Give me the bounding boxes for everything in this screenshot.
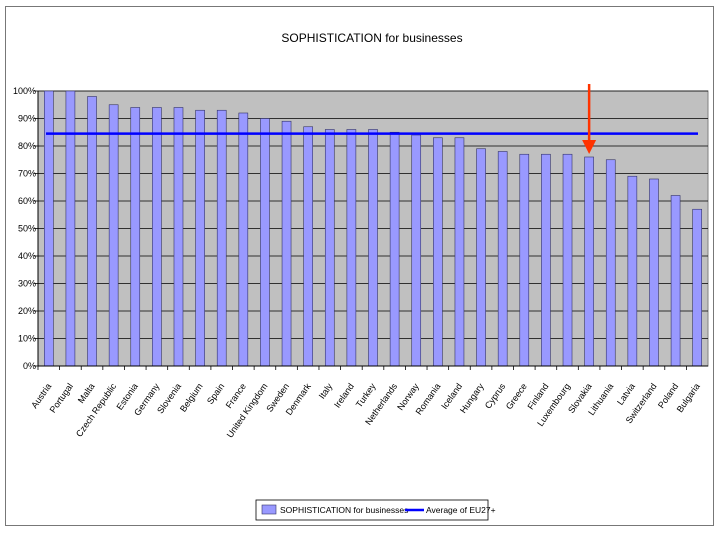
bar-italy	[324, 129, 335, 367]
bar-sweden	[281, 120, 292, 367]
bar-slovenia	[173, 107, 184, 367]
y-tick-label: 10%	[18, 334, 36, 344]
x-tick-label: Spain	[205, 381, 226, 406]
legend-box	[255, 499, 489, 521]
annotation-arrow	[582, 84, 597, 154]
bars	[44, 90, 702, 367]
legend-bar-label: SOPHISTICATION for businesses	[280, 505, 408, 515]
bar-czech-republic	[108, 104, 119, 367]
bar-united-kingdom	[260, 118, 270, 367]
bar-netherlands	[389, 131, 400, 367]
y-tick-label: 50%	[18, 224, 36, 234]
x-tick-label: Greece	[504, 381, 529, 411]
bar-hungary	[476, 148, 486, 367]
legend-bar-swatch	[261, 504, 277, 515]
bar-lithuania	[605, 159, 616, 367]
bar-portugal	[65, 90, 76, 367]
bar-luxembourg	[562, 153, 573, 367]
x-tick-label: Italy	[317, 381, 335, 401]
x-tick-label: Malta	[76, 381, 97, 405]
bar-poland	[670, 195, 681, 367]
chart-title: SOPHISTICATION for businesses	[281, 31, 462, 45]
y-tick-label: 100%	[13, 86, 36, 96]
bar-switzerland	[649, 178, 659, 367]
y-tick-label: 40%	[18, 251, 36, 261]
x-tick-label: Belgium	[178, 381, 205, 413]
bar-belgium	[195, 109, 205, 367]
annotation-arrow-head	[582, 140, 597, 154]
y-tick-label: 60%	[18, 196, 36, 206]
bar-romania	[433, 137, 443, 367]
bar-denmark	[303, 126, 313, 367]
bar-turkey	[368, 129, 378, 367]
bar-iceland	[454, 137, 465, 367]
bar-estonia	[130, 107, 141, 367]
x-tick-label: Latvia	[615, 381, 637, 406]
y-tick-label: 20%	[18, 306, 36, 316]
bar-malta	[87, 96, 97, 367]
y-tick-label: 90%	[18, 114, 36, 124]
bar-ireland	[346, 129, 357, 367]
bar-france	[238, 112, 249, 367]
legend: SOPHISTICATION for businesses Average of…	[255, 499, 496, 521]
bar-greece	[519, 153, 530, 367]
y-tick-label: 80%	[18, 141, 36, 151]
bar-cyprus	[497, 151, 508, 367]
bar-finland	[541, 153, 551, 367]
bar-bulgaria	[692, 208, 702, 367]
bar-latvia	[627, 175, 638, 367]
bar-slovakia	[584, 156, 594, 367]
y-tick-label: 30%	[18, 279, 36, 289]
x-tick-label: Czech Republic	[74, 381, 119, 439]
bar-spain	[216, 109, 227, 367]
y-axis-ticks: 0% 10% 20% 30% 40% 50% 60% 70% 80% 90% 100%	[13, 86, 36, 371]
y-tick-label: 0%	[23, 361, 36, 371]
x-tick-label: Ireland	[332, 381, 356, 409]
bar-austria	[44, 90, 54, 367]
bar-germany	[152, 107, 162, 367]
y-tick-label: 70%	[18, 169, 36, 179]
legend-line-label: Average of EU27+	[426, 505, 496, 515]
bar-norway	[411, 134, 422, 367]
